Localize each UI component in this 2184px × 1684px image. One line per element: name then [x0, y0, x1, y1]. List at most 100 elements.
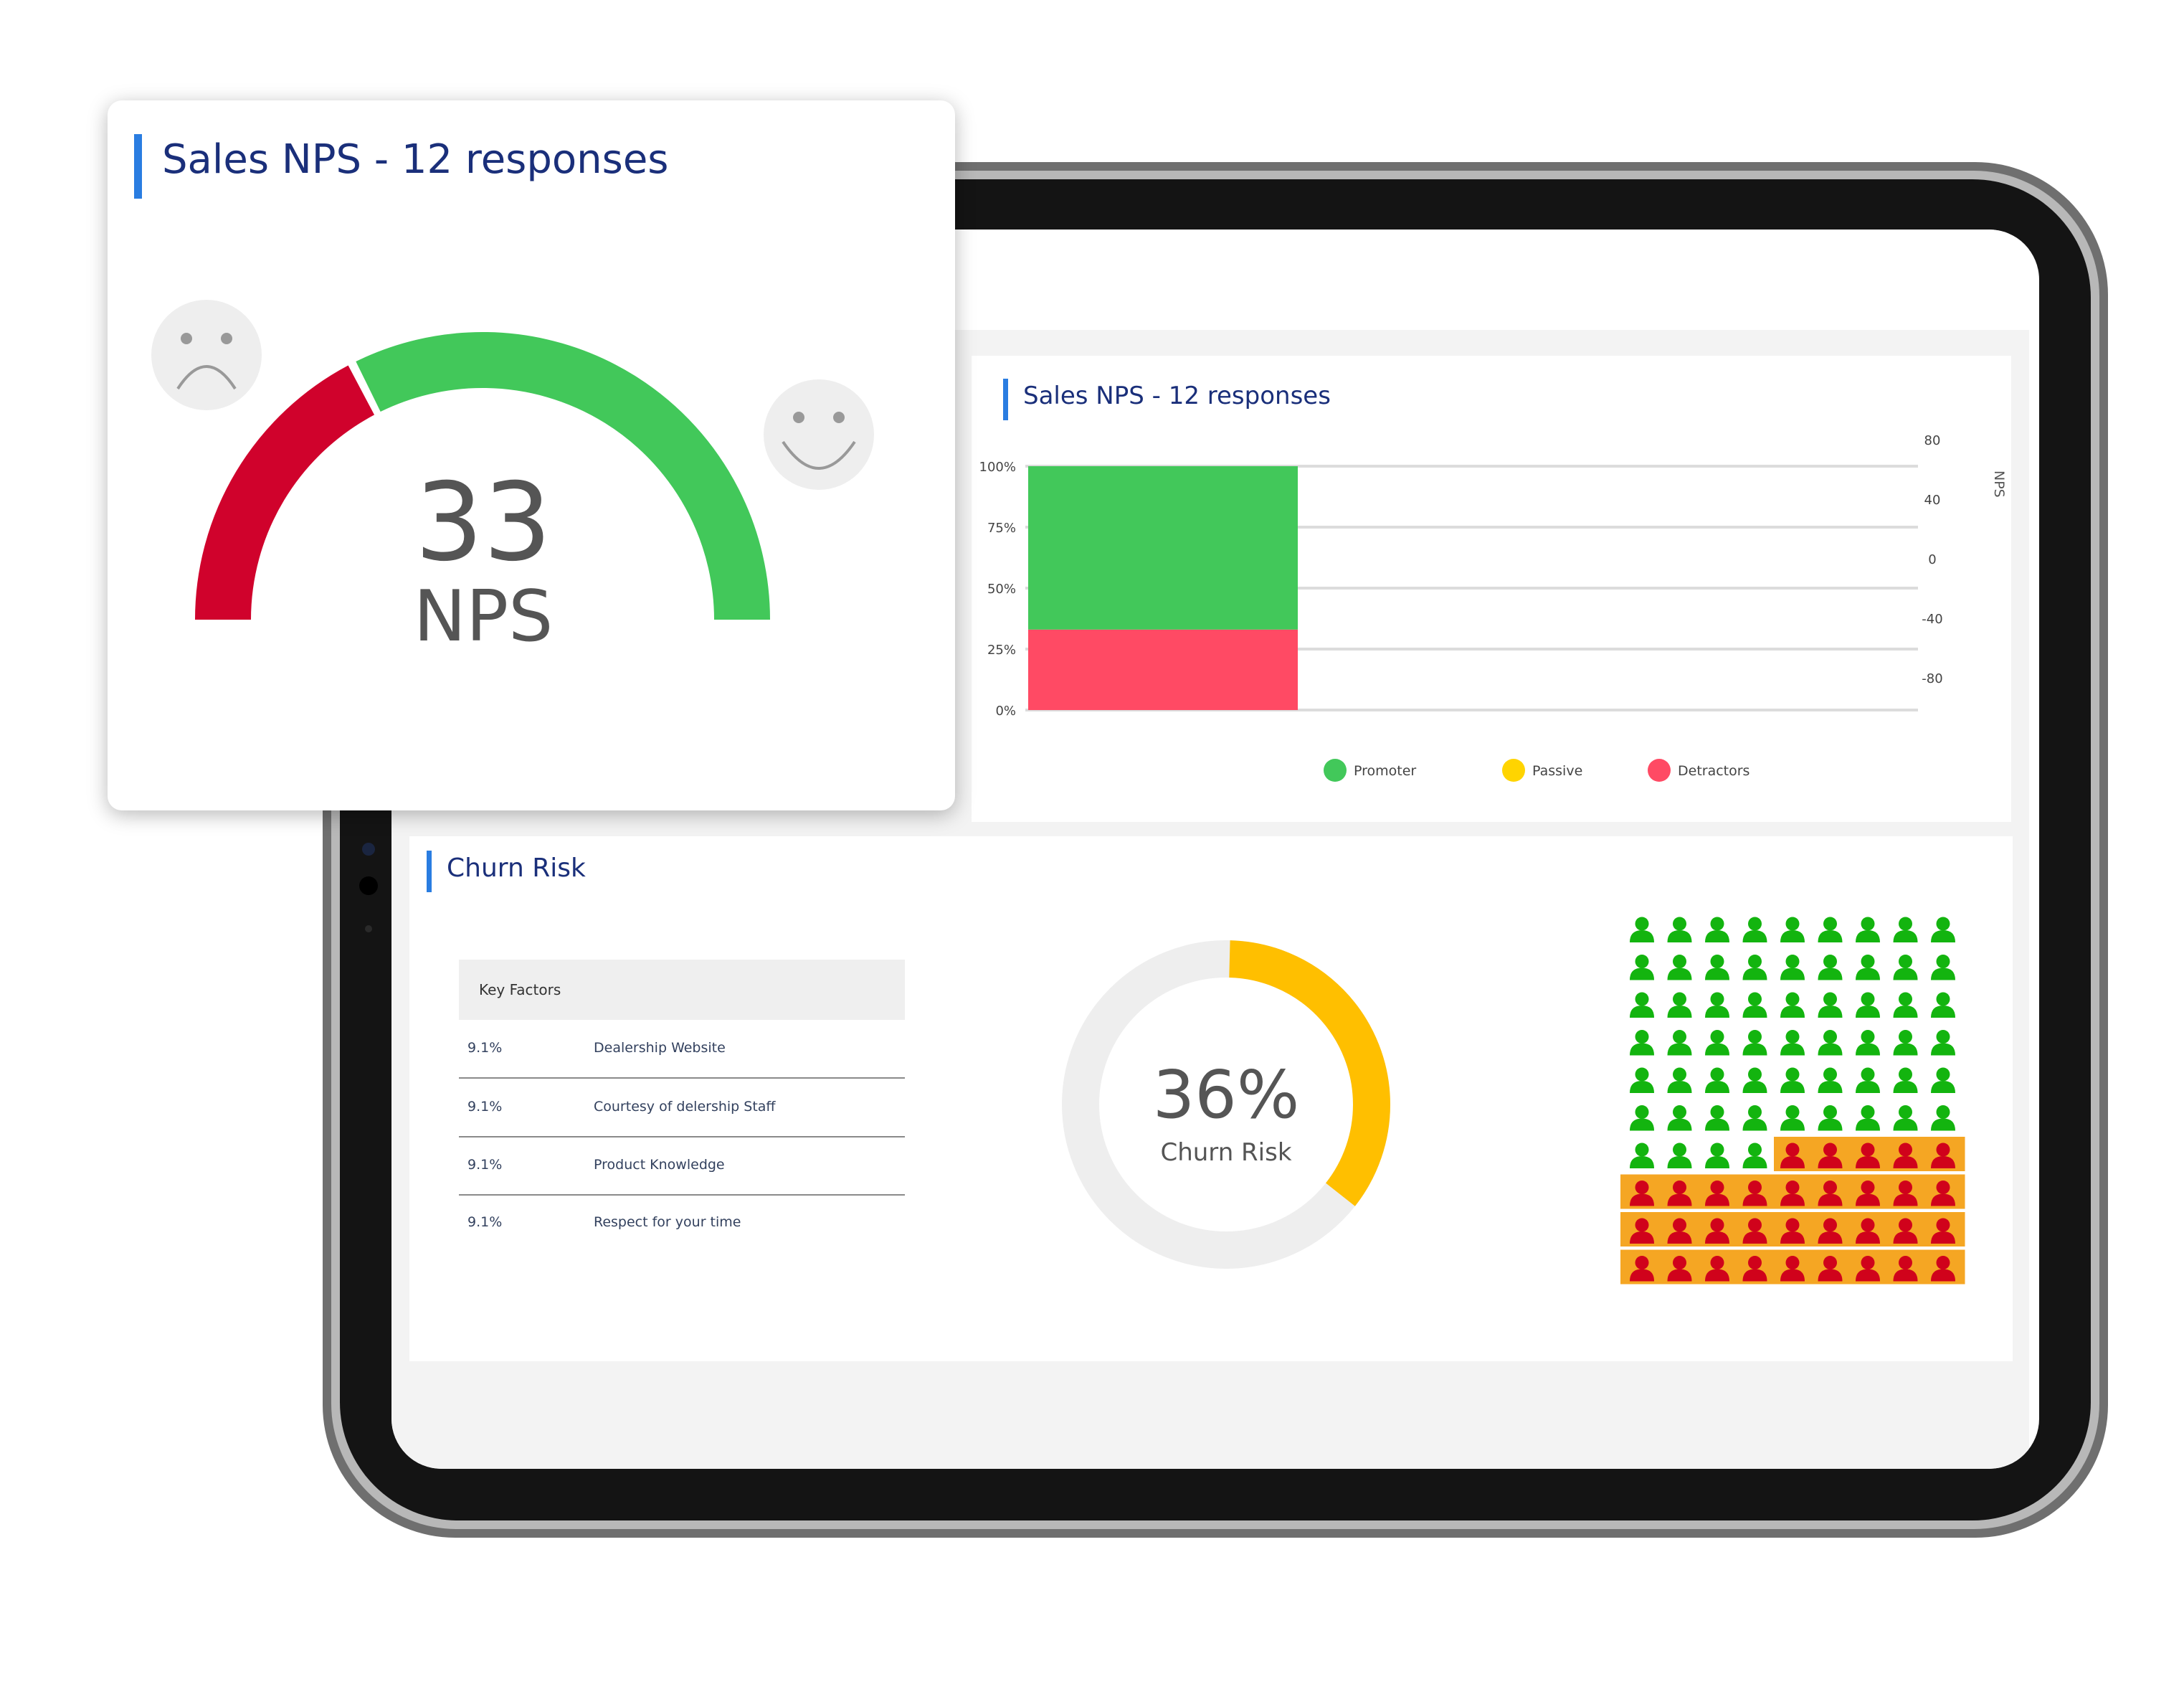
person-icon-safe	[1667, 1105, 1692, 1131]
y-tick-label: 0%	[995, 704, 1016, 719]
camera-icon	[362, 843, 375, 856]
bar-detractors	[1028, 629, 1298, 710]
person-icon-risk	[1893, 1256, 1918, 1282]
person-icon-safe	[1630, 917, 1654, 942]
person-icon-risk	[1742, 1181, 1767, 1206]
person-icon-safe	[1742, 992, 1767, 1018]
sad-face-icon	[151, 300, 262, 410]
donut-churn-arc	[1062, 940, 1390, 1269]
y-right-tick-label: -40	[1922, 612, 1942, 627]
sensor-icon	[365, 925, 372, 932]
panel-accent-bar	[134, 134, 142, 199]
person-icon-risk	[1893, 1143, 1918, 1168]
person-icon-safe	[1893, 1030, 1918, 1056]
person-icon-safe	[1931, 955, 1955, 980]
person-icon-safe	[1780, 1105, 1805, 1131]
person-icon-risk	[1893, 1181, 1918, 1206]
person-icon-safe	[1667, 955, 1692, 980]
key-factors-header-label: Key Factors	[479, 981, 561, 998]
person-icon-safe	[1780, 955, 1805, 980]
person-icon-risk	[1818, 1218, 1843, 1244]
factor-name: Respect for your time	[594, 1214, 741, 1230]
person-icon-safe	[1780, 917, 1805, 942]
person-icon-safe	[1893, 992, 1918, 1018]
person-icon-risk	[1705, 1256, 1729, 1282]
person-icon-safe	[1780, 1030, 1805, 1056]
table-row[interactable]: 9.1% Dealership Website	[459, 1020, 905, 1079]
person-icon-safe	[1705, 1105, 1729, 1131]
y-tick-label: 100%	[979, 460, 1016, 475]
person-icon-safe	[1705, 992, 1729, 1018]
person-icon-risk	[1705, 1181, 1729, 1206]
person-icon-risk	[1780, 1181, 1805, 1206]
person-icon-risk	[1856, 1218, 1880, 1244]
person-icon-safe	[1705, 1067, 1729, 1093]
person-icon-risk	[1780, 1143, 1805, 1168]
person-icon-risk	[1630, 1256, 1654, 1282]
bar-promoter	[1028, 466, 1298, 630]
panel-accent-bar	[1003, 379, 1008, 420]
person-icon-safe	[1742, 1030, 1767, 1056]
nps-gauge-card: Sales NPS - 12 responses 33 NPS	[108, 100, 955, 810]
y-right-tick-label: -80	[1922, 671, 1942, 686]
person-icon-safe	[1856, 1067, 1880, 1093]
nps-stacked-bar-chart: 0% 25% 50% 75% 100% -80 -40 0 40 80 NPS Promoter…	[979, 433, 2007, 782]
gauge-score: 33	[415, 460, 552, 585]
person-icon-risk	[1780, 1256, 1805, 1282]
legend-label: Promoter	[1354, 763, 1416, 779]
person-icon-risk	[1780, 1218, 1805, 1244]
person-icon-risk	[1742, 1218, 1767, 1244]
person-icon-risk	[1893, 1218, 1918, 1244]
person-icon-safe	[1630, 1030, 1654, 1056]
legend-label: Detractors	[1678, 763, 1749, 779]
person-icon-safe	[1742, 1105, 1767, 1131]
legend-label: Passive	[1532, 763, 1582, 779]
donut-label: Churn Risk	[1160, 1138, 1291, 1167]
factor-percent: 9.1%	[467, 1040, 503, 1056]
table-row[interactable]: 9.1% Respect for your time	[459, 1194, 905, 1252]
person-icon-safe	[1667, 917, 1692, 942]
person-icon-safe	[1705, 1030, 1729, 1056]
person-icon-risk	[1856, 1256, 1880, 1282]
person-icon-safe	[1893, 917, 1918, 942]
person-icon-safe	[1742, 917, 1767, 942]
person-icon-safe	[1630, 1105, 1654, 1131]
gauge-score-label: NPS	[414, 576, 554, 658]
factor-name: Product Knowledge	[594, 1157, 725, 1173]
person-icon-risk	[1667, 1218, 1692, 1244]
camera-lens-icon	[359, 876, 378, 895]
y-tick-label: 75%	[987, 521, 1016, 536]
person-icon-risk	[1931, 1256, 1955, 1282]
person-icon-safe	[1630, 992, 1654, 1018]
person-icon-risk	[1856, 1181, 1880, 1206]
person-icon-risk	[1630, 1181, 1654, 1206]
nps-right-axis-title: NPS	[1991, 470, 2007, 498]
person-icon-safe	[1742, 1067, 1767, 1093]
gauge-card-title: Sales NPS - 12 responses	[162, 136, 669, 183]
person-icon-safe	[1818, 1067, 1843, 1093]
person-icon-safe	[1856, 917, 1880, 942]
y-tick-label: 50%	[987, 582, 1016, 597]
person-icon-risk	[1667, 1181, 1692, 1206]
person-icon-safe	[1856, 992, 1880, 1018]
person-icon-safe	[1931, 992, 1955, 1018]
person-icon-risk	[1667, 1256, 1692, 1282]
y-right-tick-label: 80	[1924, 433, 1941, 448]
person-icon-safe	[1742, 955, 1767, 980]
legend-swatch-promoter	[1324, 759, 1347, 782]
person-icon-risk	[1818, 1181, 1843, 1206]
table-row[interactable]: 9.1% Product Knowledge	[459, 1137, 905, 1196]
person-icon-safe	[1667, 1067, 1692, 1093]
churn-panel-title: Churn Risk	[447, 853, 586, 883]
person-icon-risk	[1705, 1218, 1729, 1244]
table-row[interactable]: 9.1% Courtesy of delership Staff	[459, 1079, 905, 1137]
person-icon-safe	[1931, 917, 1955, 942]
person-icon-safe	[1780, 1067, 1805, 1093]
person-icon-risk	[1856, 1143, 1880, 1168]
nps-panel-title: Sales NPS - 12 responses	[1023, 382, 1331, 410]
gauge-segment-positive	[356, 332, 770, 620]
person-icon-safe	[1705, 955, 1729, 980]
person-icon-safe	[1893, 955, 1918, 980]
nps-chart-panel: Sales NPS - 12 responses 0% 25% 50% 75% 100%…	[972, 356, 2011, 822]
person-icon-safe	[1630, 1067, 1654, 1093]
